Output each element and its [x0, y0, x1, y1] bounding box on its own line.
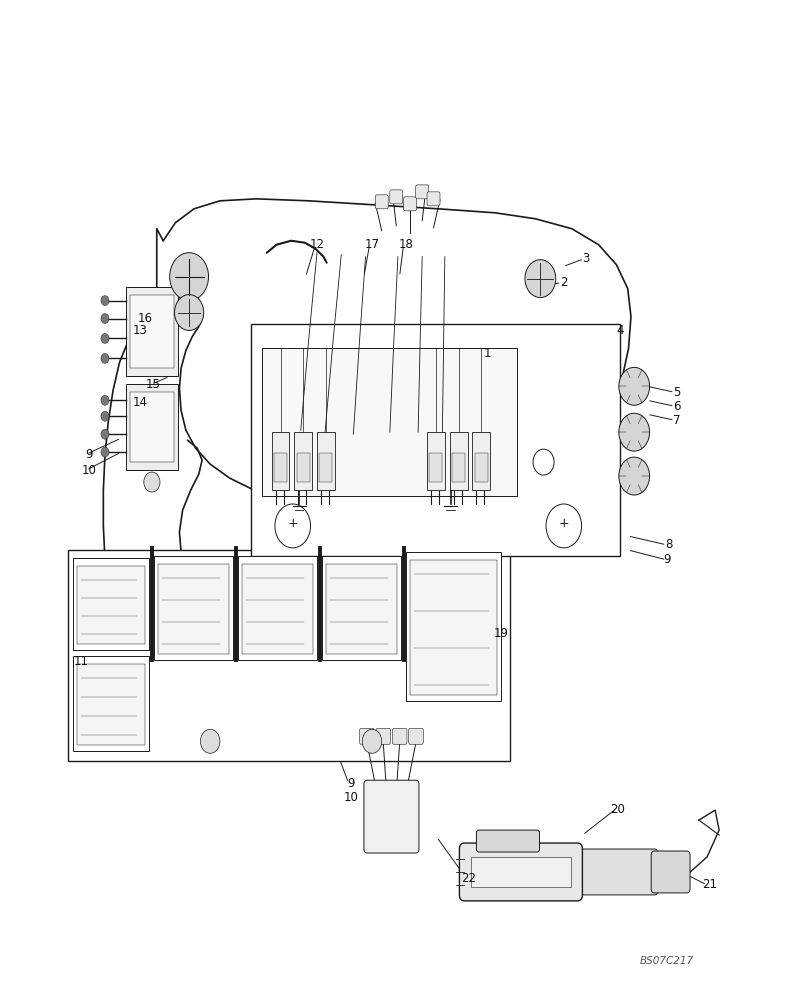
Text: 8: 8: [664, 538, 672, 551]
Circle shape: [101, 447, 109, 457]
FancyBboxPatch shape: [321, 556, 401, 660]
Text: +: +: [558, 517, 569, 530]
FancyBboxPatch shape: [449, 432, 467, 490]
Text: 16: 16: [138, 312, 152, 325]
FancyBboxPatch shape: [427, 432, 444, 490]
FancyBboxPatch shape: [392, 728, 406, 744]
FancyBboxPatch shape: [157, 564, 229, 654]
Text: 9: 9: [347, 777, 354, 790]
FancyBboxPatch shape: [126, 384, 178, 470]
Text: 3: 3: [581, 252, 589, 265]
FancyBboxPatch shape: [429, 453, 442, 482]
Circle shape: [101, 411, 109, 421]
Text: 13: 13: [133, 324, 148, 337]
FancyBboxPatch shape: [573, 849, 657, 895]
FancyBboxPatch shape: [262, 348, 517, 496]
Text: 21: 21: [701, 878, 716, 891]
FancyBboxPatch shape: [472, 432, 490, 490]
FancyBboxPatch shape: [238, 556, 316, 660]
Text: 5: 5: [672, 386, 680, 399]
Circle shape: [101, 429, 109, 439]
FancyBboxPatch shape: [403, 197, 416, 211]
Text: 12: 12: [309, 238, 324, 251]
FancyBboxPatch shape: [76, 566, 145, 644]
Circle shape: [101, 314, 109, 323]
FancyBboxPatch shape: [316, 432, 334, 490]
Text: 17: 17: [364, 238, 379, 251]
Text: 10: 10: [343, 791, 358, 804]
Circle shape: [101, 333, 109, 343]
FancyBboxPatch shape: [408, 728, 423, 744]
Circle shape: [362, 729, 381, 753]
FancyBboxPatch shape: [375, 728, 390, 744]
FancyBboxPatch shape: [459, 843, 581, 901]
Text: 20: 20: [610, 803, 624, 816]
FancyBboxPatch shape: [126, 287, 178, 376]
FancyBboxPatch shape: [650, 851, 689, 893]
FancyBboxPatch shape: [375, 195, 388, 209]
Text: 7: 7: [672, 414, 680, 427]
FancyBboxPatch shape: [67, 550, 509, 761]
Text: 1: 1: [483, 347, 490, 360]
Text: 14: 14: [133, 396, 148, 409]
Text: 9: 9: [85, 448, 92, 461]
Text: 6: 6: [672, 400, 680, 413]
FancyBboxPatch shape: [296, 453, 309, 482]
Circle shape: [524, 260, 555, 298]
FancyBboxPatch shape: [363, 780, 418, 853]
FancyBboxPatch shape: [389, 190, 402, 204]
Text: 15: 15: [146, 378, 161, 391]
FancyBboxPatch shape: [406, 552, 501, 701]
Circle shape: [200, 729, 220, 753]
Circle shape: [101, 395, 109, 405]
Circle shape: [101, 353, 109, 363]
FancyBboxPatch shape: [325, 564, 397, 654]
Circle shape: [101, 296, 109, 306]
FancyBboxPatch shape: [359, 728, 374, 744]
FancyBboxPatch shape: [130, 392, 174, 462]
FancyBboxPatch shape: [474, 453, 487, 482]
Text: +: +: [287, 517, 298, 530]
Circle shape: [174, 295, 204, 330]
FancyBboxPatch shape: [274, 453, 287, 482]
FancyBboxPatch shape: [427, 192, 440, 206]
Circle shape: [144, 472, 160, 492]
Text: 9: 9: [662, 553, 670, 566]
FancyBboxPatch shape: [452, 453, 465, 482]
FancyBboxPatch shape: [76, 664, 145, 745]
Text: 19: 19: [493, 627, 508, 640]
Text: BS07C217: BS07C217: [639, 956, 693, 966]
FancyBboxPatch shape: [72, 656, 149, 751]
FancyBboxPatch shape: [272, 432, 289, 490]
FancyBboxPatch shape: [242, 564, 312, 654]
FancyBboxPatch shape: [251, 324, 619, 556]
FancyBboxPatch shape: [415, 185, 428, 199]
FancyBboxPatch shape: [72, 558, 149, 650]
FancyBboxPatch shape: [410, 560, 497, 695]
FancyBboxPatch shape: [153, 556, 233, 660]
FancyBboxPatch shape: [476, 830, 539, 852]
Circle shape: [618, 457, 649, 495]
FancyBboxPatch shape: [470, 857, 570, 887]
Circle shape: [169, 253, 208, 301]
Text: 22: 22: [461, 872, 476, 885]
Circle shape: [618, 413, 649, 451]
Text: 4: 4: [616, 324, 624, 337]
Text: 2: 2: [560, 276, 567, 289]
FancyBboxPatch shape: [130, 295, 174, 368]
Text: 18: 18: [398, 238, 413, 251]
FancyBboxPatch shape: [294, 432, 311, 490]
FancyBboxPatch shape: [319, 453, 332, 482]
Text: 10: 10: [81, 464, 97, 477]
Text: 11: 11: [73, 655, 88, 668]
Circle shape: [618, 367, 649, 405]
